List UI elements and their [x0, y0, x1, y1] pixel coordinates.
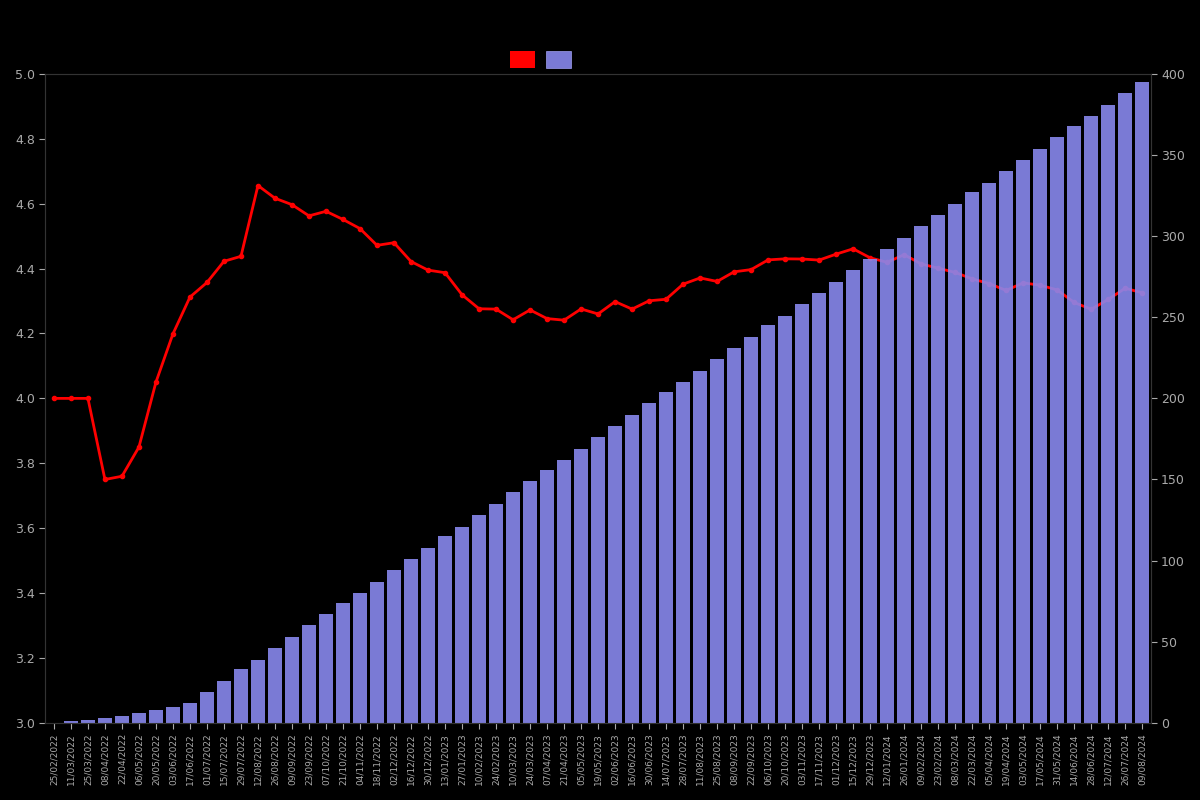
Bar: [319, 614, 334, 723]
Bar: [692, 371, 707, 723]
Bar: [438, 536, 452, 723]
Bar: [642, 403, 656, 723]
Bar: [488, 504, 503, 723]
Bar: [880, 249, 894, 723]
Bar: [234, 670, 248, 723]
Bar: [472, 515, 486, 723]
Bar: [284, 637, 299, 723]
Bar: [829, 282, 844, 723]
Bar: [761, 326, 775, 723]
Bar: [1016, 160, 1031, 723]
Bar: [931, 215, 946, 723]
Bar: [132, 713, 146, 723]
Legend: , : ,: [505, 45, 581, 74]
Bar: [540, 470, 554, 723]
Bar: [386, 570, 401, 723]
Bar: [336, 602, 350, 723]
Bar: [268, 648, 282, 723]
Bar: [64, 722, 78, 723]
Bar: [846, 270, 860, 723]
Bar: [1135, 82, 1150, 723]
Bar: [80, 719, 95, 723]
Bar: [710, 359, 725, 723]
Bar: [744, 337, 758, 723]
Bar: [301, 626, 317, 723]
Bar: [403, 559, 419, 723]
Bar: [659, 392, 673, 723]
Bar: [166, 706, 180, 723]
Bar: [727, 348, 742, 723]
Bar: [948, 204, 962, 723]
Bar: [625, 414, 640, 723]
Bar: [370, 582, 384, 723]
Bar: [965, 192, 979, 723]
Bar: [115, 716, 130, 723]
Bar: [506, 493, 521, 723]
Bar: [998, 171, 1013, 723]
Bar: [590, 438, 605, 723]
Bar: [455, 526, 469, 723]
Bar: [1067, 126, 1081, 723]
Bar: [896, 238, 911, 723]
Bar: [523, 481, 538, 723]
Bar: [353, 593, 367, 723]
Bar: [608, 426, 623, 723]
Bar: [421, 548, 436, 723]
Bar: [574, 449, 588, 723]
Bar: [1033, 149, 1048, 723]
Bar: [676, 382, 690, 723]
Bar: [557, 460, 571, 723]
Bar: [1118, 94, 1133, 723]
Bar: [217, 681, 232, 723]
Bar: [794, 304, 809, 723]
Bar: [251, 659, 265, 723]
Bar: [199, 692, 214, 723]
Bar: [1100, 105, 1116, 723]
Bar: [1084, 116, 1098, 723]
Bar: [914, 226, 929, 723]
Bar: [863, 259, 877, 723]
Bar: [97, 718, 112, 723]
Bar: [778, 316, 792, 723]
Bar: [982, 182, 996, 723]
Bar: [149, 710, 163, 723]
Bar: [812, 293, 827, 723]
Bar: [182, 703, 197, 723]
Bar: [1050, 138, 1064, 723]
